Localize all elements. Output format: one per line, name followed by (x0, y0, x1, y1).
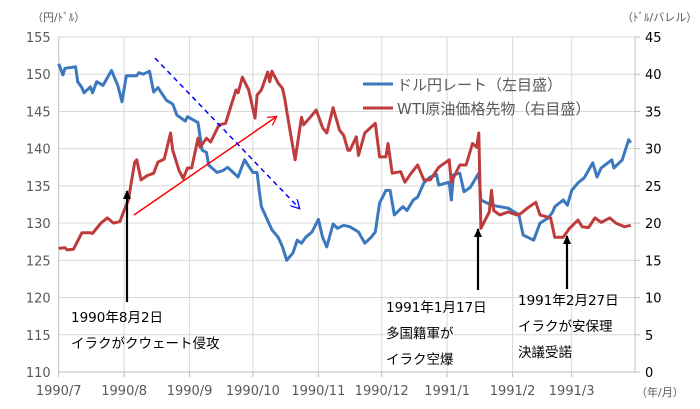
x-tick-label: 1991/2 (490, 384, 536, 399)
x-tick-label: 1991/3 (549, 384, 595, 399)
x-tick-label: 1990/11 (291, 384, 345, 399)
x-tick-label: 1990/7 (36, 384, 82, 399)
series-line-0 (57, 63, 633, 262)
y-right-tick-label: 15 (645, 254, 662, 269)
legend-label: ドル円レート（左目盛） (397, 76, 562, 94)
x-tick-label: 1991/1 (424, 384, 470, 399)
y-right-tick-label: 25 (645, 180, 662, 195)
y-left-tick-label: 115 (26, 329, 51, 344)
blue-dashed-down-trend-arrow (154, 57, 299, 208)
y-left-tick-label: 110 (26, 366, 51, 381)
y-left-tick-label: 130 (26, 217, 51, 232)
legend: ドル円レート（左目盛） WTI原油価格先物（右目盛） (363, 76, 590, 118)
y-left-tick-label: 145 (26, 105, 51, 120)
annotation-text: 多国籍軍が (386, 325, 454, 342)
x-tick-label: 1990/9 (167, 384, 213, 399)
red-up-trend-arrow (133, 117, 276, 216)
annotation-text: 1991年2月27日 (518, 293, 619, 309)
left-axis-unit: （円/ﾄﾞﾙ） (32, 11, 85, 24)
x-tick-label: 1990/8 (101, 384, 147, 399)
y-right-tick-label: 45 (645, 31, 662, 46)
y-left-tick-label: 140 (26, 143, 51, 158)
annotation-text: イラクがクウェート侵攻 (71, 335, 220, 352)
x-tick-label: 1990/10 (226, 384, 280, 399)
annotation-text: 決議受諾 (518, 344, 572, 361)
axes: 110 115 120 125 130 135 140 145 150 155 0 5 10 15 20 25… (26, 31, 662, 399)
y-right-tick-label: 20 (645, 217, 662, 232)
x-axis-unit: （年/月） (636, 385, 684, 399)
y-right-tick-label: 40 (645, 68, 662, 83)
y-left-tick-label: 120 (26, 292, 51, 307)
y-right-tick-label: 35 (645, 105, 662, 120)
annotation-text: 1990年8月2日 (71, 310, 163, 326)
trend-arrows (133, 57, 299, 216)
series-line-1 (58, 69, 632, 252)
annotation-text: 1991年1月17日 (386, 300, 487, 316)
y-right-tick-label: 5 (645, 329, 653, 344)
y-right-tick-label: 30 (645, 143, 662, 158)
y-right-tick-label: 0 (645, 366, 653, 381)
y-left-tick-label: 150 (26, 68, 51, 83)
legend-label: WTI原油価格先物（右目盛） (397, 100, 590, 118)
annotation-text: イラクが安保理 (518, 319, 613, 335)
series-lines (57, 63, 633, 262)
y-right-tick-label: 10 (645, 292, 662, 307)
y-left-tick-label: 155 (26, 31, 51, 46)
y-left-tick-label: 135 (26, 180, 51, 195)
annotation-text: イラク空爆 (386, 352, 454, 368)
x-tick-label: 1990/12 (355, 384, 409, 399)
right-axis-unit: （ﾄﾞﾙ/バレル） (622, 11, 697, 24)
y-left-tick-label: 125 (26, 254, 51, 269)
